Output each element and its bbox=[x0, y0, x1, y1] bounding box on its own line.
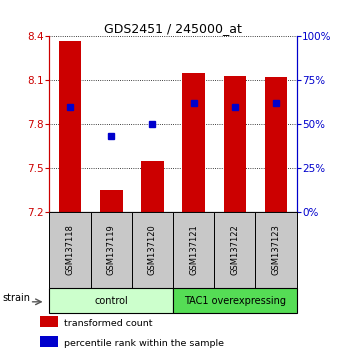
Text: GSM137118: GSM137118 bbox=[65, 224, 75, 275]
Bar bbox=[224, 76, 246, 212]
Bar bbox=[141, 161, 164, 212]
Text: GSM137119: GSM137119 bbox=[107, 224, 116, 275]
Text: GSM137122: GSM137122 bbox=[231, 224, 239, 275]
Text: GSM137121: GSM137121 bbox=[189, 224, 198, 275]
Bar bbox=[59, 41, 81, 212]
Bar bbox=[49, 212, 91, 288]
Text: control: control bbox=[94, 296, 128, 306]
Bar bbox=[173, 288, 297, 313]
Bar bbox=[132, 212, 173, 288]
Text: TAC1 overexpressing: TAC1 overexpressing bbox=[184, 296, 286, 306]
Title: GDS2451 / 245000_at: GDS2451 / 245000_at bbox=[104, 22, 242, 35]
Bar bbox=[173, 212, 214, 288]
Text: strain: strain bbox=[2, 293, 30, 303]
Bar bbox=[40, 336, 58, 348]
Text: transformed count: transformed count bbox=[64, 319, 153, 327]
Bar bbox=[91, 212, 132, 288]
Bar bbox=[40, 316, 58, 327]
Bar bbox=[49, 288, 173, 313]
Text: GSM137123: GSM137123 bbox=[271, 224, 281, 275]
Bar bbox=[182, 73, 205, 212]
Bar bbox=[100, 190, 122, 212]
Bar bbox=[255, 212, 297, 288]
Bar bbox=[265, 78, 287, 212]
Text: GSM137120: GSM137120 bbox=[148, 224, 157, 275]
Bar bbox=[214, 212, 255, 288]
Text: percentile rank within the sample: percentile rank within the sample bbox=[64, 339, 224, 348]
